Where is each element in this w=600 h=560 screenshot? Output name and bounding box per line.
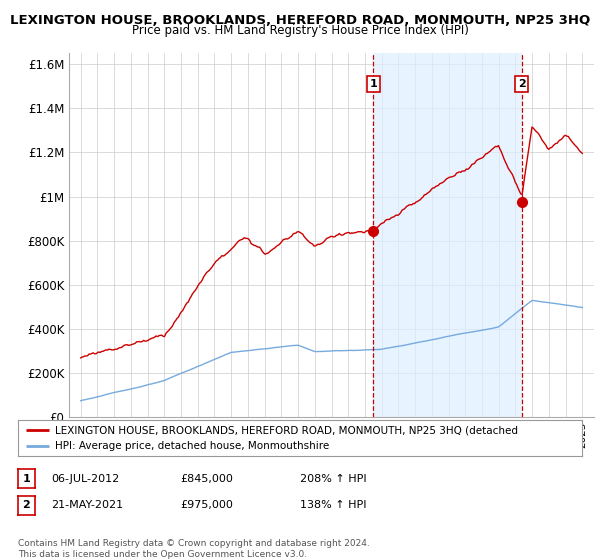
Text: 138% ↑ HPI: 138% ↑ HPI [300, 500, 367, 510]
Text: 2: 2 [23, 500, 30, 510]
Bar [373, 53, 522, 417]
Text: £975,000: £975,000 [180, 500, 233, 510]
Text: 2: 2 [518, 79, 526, 89]
Text: Price paid vs. HM Land Registry's House Price Index (HPI): Price paid vs. HM Land Registry's House … [131, 24, 469, 36]
Text: 1: 1 [370, 79, 377, 89]
Text: LEXINGTON HOUSE, BROOKLANDS, HEREFORD ROAD, MONMOUTH, NP25 3HQ: LEXINGTON HOUSE, BROOKLANDS, HEREFORD RO… [10, 14, 590, 27]
Text: 208% ↑ HPI: 208% ↑ HPI [300, 474, 367, 484]
Text: £845,000: £845,000 [180, 474, 233, 484]
Text: 06-JUL-2012: 06-JUL-2012 [51, 474, 119, 484]
Text: 1: 1 [23, 474, 30, 484]
Text: Contains HM Land Registry data © Crown copyright and database right 2024.
This d: Contains HM Land Registry data © Crown c… [18, 539, 370, 559]
Text: LEXINGTON HOUSE, BROOKLANDS, HEREFORD ROAD, MONMOUTH, NP25 3HQ (detached: LEXINGTON HOUSE, BROOKLANDS, HEREFORD RO… [55, 425, 518, 435]
Text: HPI: Average price, detached house, Monmouthshire: HPI: Average price, detached house, Monm… [55, 441, 329, 451]
Text: 21-MAY-2021: 21-MAY-2021 [51, 500, 123, 510]
